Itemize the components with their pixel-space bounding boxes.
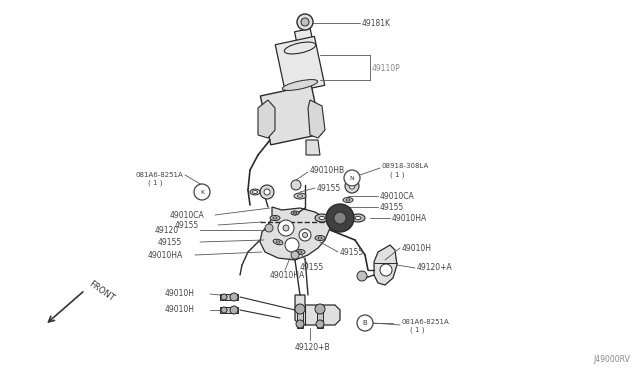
Text: 08918-308LA: 08918-308LA <box>382 163 429 169</box>
Ellipse shape <box>351 214 365 222</box>
Circle shape <box>283 225 289 231</box>
Ellipse shape <box>282 80 317 90</box>
Ellipse shape <box>355 217 361 219</box>
Bar <box>220 294 238 300</box>
Circle shape <box>278 220 294 236</box>
Text: 49155: 49155 <box>317 183 341 192</box>
Polygon shape <box>308 100 325 138</box>
Text: B: B <box>363 320 367 326</box>
Text: ( 1 ): ( 1 ) <box>148 180 163 186</box>
Text: 49120+A: 49120+A <box>417 263 452 273</box>
Text: N: N <box>349 176 355 180</box>
Circle shape <box>303 232 307 237</box>
Polygon shape <box>295 295 340 325</box>
Circle shape <box>344 170 360 186</box>
Circle shape <box>194 184 210 200</box>
Ellipse shape <box>298 251 302 253</box>
Circle shape <box>315 304 325 314</box>
Text: 49155: 49155 <box>380 202 404 212</box>
Text: 49010H: 49010H <box>165 289 195 298</box>
Ellipse shape <box>284 42 316 54</box>
Ellipse shape <box>276 241 280 243</box>
Bar <box>297 305 303 328</box>
Ellipse shape <box>294 193 306 199</box>
Circle shape <box>345 179 359 193</box>
Circle shape <box>316 320 324 328</box>
Text: 49010HA: 49010HA <box>270 270 305 279</box>
Ellipse shape <box>295 250 305 254</box>
Ellipse shape <box>298 195 303 197</box>
Circle shape <box>357 271 367 281</box>
Polygon shape <box>260 207 330 260</box>
Text: 49155: 49155 <box>300 263 324 273</box>
Text: 49010CA: 49010CA <box>380 192 415 201</box>
Text: 49155: 49155 <box>175 221 199 230</box>
Bar <box>220 307 238 313</box>
Circle shape <box>349 183 355 189</box>
Polygon shape <box>258 100 275 138</box>
Circle shape <box>301 18 309 26</box>
Text: 49120: 49120 <box>155 225 179 234</box>
Bar <box>260 85 322 145</box>
Text: 49010HA: 49010HA <box>148 250 183 260</box>
Ellipse shape <box>291 211 299 215</box>
Ellipse shape <box>270 215 280 221</box>
Text: 081A6-8251A: 081A6-8251A <box>402 319 450 325</box>
Ellipse shape <box>346 199 350 201</box>
Text: 49010HA: 49010HA <box>392 214 428 222</box>
Text: 081A6-8251A: 081A6-8251A <box>135 172 183 178</box>
Bar <box>275 36 324 94</box>
Circle shape <box>221 307 227 313</box>
Text: 49010H: 49010H <box>165 305 195 314</box>
Circle shape <box>264 189 270 195</box>
Circle shape <box>285 238 299 252</box>
Circle shape <box>221 294 227 300</box>
Text: 49120+B: 49120+B <box>295 343 331 353</box>
Circle shape <box>291 180 301 190</box>
Circle shape <box>296 320 304 328</box>
Ellipse shape <box>250 189 260 195</box>
Text: 49155: 49155 <box>158 237 182 247</box>
Polygon shape <box>374 245 397 285</box>
Text: K: K <box>200 189 204 195</box>
Circle shape <box>380 264 392 276</box>
Text: ( 1 ): ( 1 ) <box>390 172 404 178</box>
Text: ( 1 ): ( 1 ) <box>410 327 424 333</box>
Ellipse shape <box>315 235 325 241</box>
Text: 49155: 49155 <box>340 247 364 257</box>
Circle shape <box>295 304 305 314</box>
Circle shape <box>265 224 273 232</box>
Circle shape <box>230 293 238 301</box>
Ellipse shape <box>343 198 353 202</box>
Circle shape <box>230 306 238 314</box>
Ellipse shape <box>319 217 325 219</box>
Ellipse shape <box>253 190 257 193</box>
Ellipse shape <box>273 239 283 245</box>
Circle shape <box>291 251 299 259</box>
Text: 49010CA: 49010CA <box>170 211 205 219</box>
Ellipse shape <box>318 237 322 239</box>
Text: J49000RV: J49000RV <box>593 356 630 365</box>
Circle shape <box>299 229 311 241</box>
Polygon shape <box>306 140 320 155</box>
Ellipse shape <box>342 209 348 211</box>
Text: FRONT: FRONT <box>88 279 116 303</box>
Bar <box>294 29 314 48</box>
Text: 49010HB: 49010HB <box>310 166 345 174</box>
Ellipse shape <box>293 212 297 214</box>
Text: 49181K: 49181K <box>362 19 391 28</box>
Ellipse shape <box>273 217 277 219</box>
Ellipse shape <box>315 214 329 222</box>
Ellipse shape <box>339 207 351 213</box>
Circle shape <box>357 315 373 331</box>
Circle shape <box>326 204 354 232</box>
Circle shape <box>297 14 313 30</box>
Circle shape <box>260 185 274 199</box>
Text: 49110P: 49110P <box>372 64 401 73</box>
Bar <box>317 305 323 328</box>
Circle shape <box>334 212 346 224</box>
Text: 49010H: 49010H <box>402 244 432 253</box>
